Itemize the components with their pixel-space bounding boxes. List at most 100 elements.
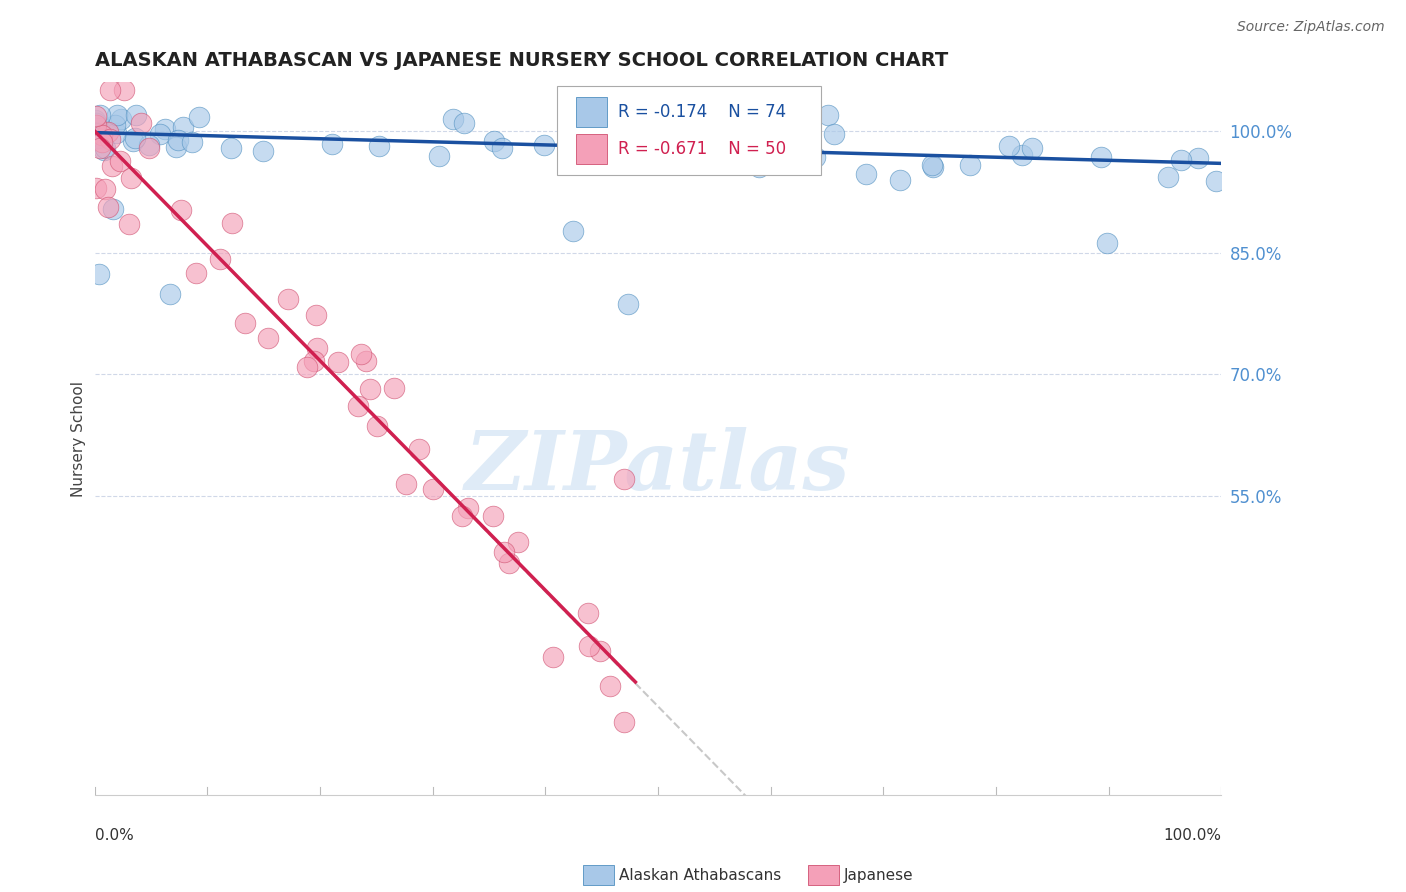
Point bbox=[959, 157, 981, 171]
Point bbox=[1170, 153, 1192, 167]
Point bbox=[89, 108, 111, 122]
Point bbox=[84, 109, 107, 123]
Point bbox=[326, 354, 349, 368]
Point bbox=[613, 715, 636, 730]
Point bbox=[354, 354, 377, 368]
Point bbox=[676, 140, 699, 154]
Point bbox=[889, 172, 911, 186]
Point bbox=[578, 639, 600, 653]
Point bbox=[457, 501, 479, 516]
Point bbox=[98, 132, 121, 146]
Point bbox=[125, 108, 148, 122]
Point bbox=[1187, 152, 1209, 166]
Point bbox=[366, 419, 388, 434]
Point bbox=[305, 308, 328, 322]
Point bbox=[188, 111, 211, 125]
Y-axis label: Nursery School: Nursery School bbox=[72, 381, 86, 497]
Point bbox=[441, 112, 464, 126]
Point bbox=[576, 606, 599, 620]
Point bbox=[94, 140, 117, 154]
Point bbox=[103, 202, 125, 216]
Point bbox=[453, 116, 475, 130]
Point bbox=[155, 121, 177, 136]
Point bbox=[347, 400, 370, 414]
Point bbox=[427, 149, 450, 163]
Point bbox=[582, 155, 605, 169]
Point bbox=[630, 139, 652, 153]
Point bbox=[359, 382, 381, 396]
Point bbox=[613, 472, 636, 486]
Point bbox=[84, 112, 107, 127]
Point bbox=[87, 121, 110, 136]
Point bbox=[221, 216, 243, 230]
Point bbox=[87, 131, 110, 145]
Point bbox=[395, 476, 418, 491]
Point bbox=[149, 127, 172, 141]
Point bbox=[89, 122, 111, 136]
Point bbox=[648, 149, 671, 163]
Point bbox=[302, 354, 325, 368]
FancyBboxPatch shape bbox=[575, 135, 607, 164]
Point bbox=[1156, 170, 1178, 185]
Point bbox=[498, 556, 520, 570]
Point bbox=[997, 138, 1019, 153]
Point bbox=[506, 535, 529, 549]
Point bbox=[588, 153, 610, 167]
Point bbox=[112, 83, 135, 97]
Point bbox=[921, 160, 943, 174]
Text: Japanese: Japanese bbox=[844, 868, 914, 882]
Point bbox=[97, 200, 120, 214]
Point bbox=[104, 119, 127, 133]
Point bbox=[105, 108, 128, 122]
Point bbox=[159, 286, 181, 301]
Point bbox=[491, 141, 513, 155]
Point bbox=[94, 181, 117, 195]
Point bbox=[121, 134, 143, 148]
Point bbox=[86, 181, 108, 195]
Point bbox=[817, 108, 839, 122]
Point bbox=[382, 381, 405, 395]
Point bbox=[252, 145, 274, 159]
Point bbox=[118, 217, 141, 231]
Point bbox=[101, 159, 124, 173]
Point bbox=[169, 202, 191, 217]
Point bbox=[921, 157, 943, 171]
Point bbox=[1011, 147, 1033, 161]
Point bbox=[482, 134, 505, 148]
Text: 0.0%: 0.0% bbox=[94, 828, 134, 843]
Point bbox=[257, 331, 280, 345]
Point bbox=[138, 137, 160, 152]
Point bbox=[408, 442, 430, 456]
Point bbox=[1205, 174, 1227, 188]
Point bbox=[1090, 150, 1112, 164]
Point bbox=[129, 116, 152, 130]
Point bbox=[638, 142, 661, 156]
Text: Source: ZipAtlas.com: Source: ZipAtlas.com bbox=[1237, 20, 1385, 34]
Point bbox=[823, 127, 845, 141]
Point bbox=[166, 133, 188, 147]
Point bbox=[89, 141, 111, 155]
Point bbox=[108, 154, 131, 169]
Point bbox=[631, 143, 654, 157]
Point bbox=[661, 123, 683, 137]
Point bbox=[804, 149, 827, 163]
Text: ALASKAN ATHABASCAN VS JAPANESE NURSERY SCHOOL CORRELATION CHART: ALASKAN ATHABASCAN VS JAPANESE NURSERY S… bbox=[94, 51, 948, 70]
Point bbox=[780, 150, 803, 164]
Point bbox=[208, 252, 231, 267]
Point bbox=[84, 118, 107, 132]
Point bbox=[110, 112, 132, 127]
Point bbox=[105, 126, 128, 140]
Point bbox=[120, 171, 142, 186]
Point bbox=[783, 140, 806, 154]
Point bbox=[297, 360, 319, 375]
FancyBboxPatch shape bbox=[557, 86, 821, 175]
Point bbox=[482, 509, 505, 524]
Text: Alaskan Athabascans: Alaskan Athabascans bbox=[619, 868, 780, 882]
Text: R = -0.671    N = 50: R = -0.671 N = 50 bbox=[619, 140, 786, 159]
FancyBboxPatch shape bbox=[575, 97, 607, 128]
Point bbox=[84, 127, 107, 141]
Point bbox=[541, 650, 564, 665]
Point bbox=[87, 267, 110, 281]
Point bbox=[83, 125, 105, 139]
Point bbox=[450, 508, 472, 523]
